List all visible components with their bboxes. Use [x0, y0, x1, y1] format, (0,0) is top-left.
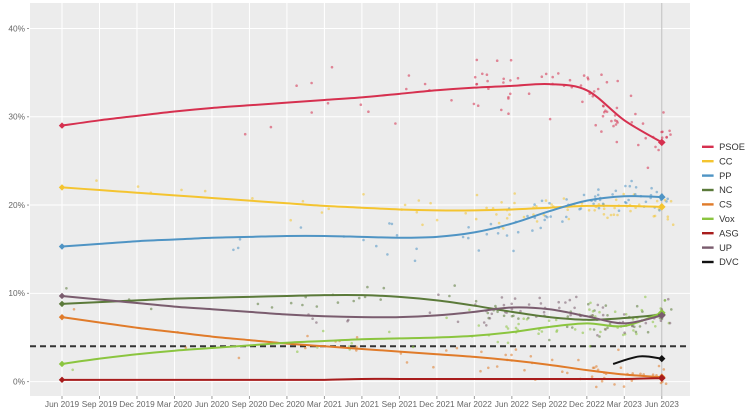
svg-text:Dec 2020: Dec 2020: [269, 399, 305, 409]
svg-text:20%: 20%: [8, 200, 25, 210]
svg-text:PP: PP: [719, 171, 731, 181]
svg-text:CS: CS: [719, 200, 732, 210]
svg-text:40%: 40%: [8, 23, 25, 33]
svg-text:10%: 10%: [8, 288, 25, 298]
svg-text:Mar 2020: Mar 2020: [157, 399, 192, 409]
svg-text:Sep 2022: Sep 2022: [532, 399, 568, 409]
svg-text:0%: 0%: [13, 376, 26, 386]
svg-text:Mar 2021: Mar 2021: [307, 399, 342, 409]
svg-text:Jun 2023: Jun 2023: [645, 399, 680, 409]
svg-text:Vox: Vox: [719, 214, 735, 224]
svg-text:PSOE: PSOE: [719, 142, 745, 152]
svg-text:Dec 2022: Dec 2022: [569, 399, 605, 409]
svg-text:Dec 2019: Dec 2019: [119, 399, 155, 409]
svg-text:Jun 2021: Jun 2021: [345, 399, 380, 409]
svg-text:Sep 2021: Sep 2021: [382, 399, 418, 409]
svg-text:DVC: DVC: [719, 257, 739, 267]
svg-text:Jun 2019: Jun 2019: [45, 399, 80, 409]
svg-text:Sep 2020: Sep 2020: [232, 399, 268, 409]
svg-text:30%: 30%: [8, 112, 25, 122]
svg-text:NC: NC: [719, 185, 733, 195]
svg-text:Jun 2020: Jun 2020: [195, 399, 230, 409]
svg-text:ASG: ASG: [719, 228, 739, 238]
svg-text:Jun 2022: Jun 2022: [495, 399, 530, 409]
svg-text:Sep 2019: Sep 2019: [82, 399, 118, 409]
svg-text:Dec 2021: Dec 2021: [419, 399, 455, 409]
svg-text:Mar 2023: Mar 2023: [607, 399, 642, 409]
svg-text:Mar 2022: Mar 2022: [457, 399, 492, 409]
svg-text:UP: UP: [719, 243, 732, 253]
svg-text:CC: CC: [719, 156, 733, 166]
